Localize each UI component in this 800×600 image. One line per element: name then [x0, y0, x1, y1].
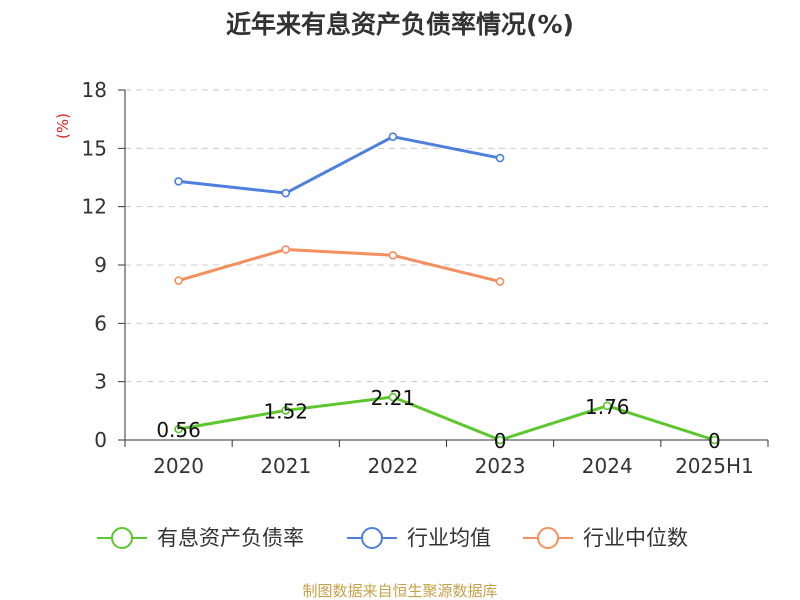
legend-label: 行业中位数	[583, 526, 688, 550]
legend-marker	[361, 527, 383, 549]
data-label: 0.56	[156, 418, 201, 442]
x-tick-label: 2025H1	[675, 454, 754, 478]
data-point	[495, 153, 505, 163]
source-note: 制图数据来自恒生聚源数据库	[302, 582, 497, 600]
y-tick-label: 6	[94, 311, 107, 335]
data-point	[602, 401, 612, 411]
data-point	[495, 435, 505, 445]
legend-item-2: 行业中位数	[523, 526, 688, 550]
x-tick-label: 2024	[582, 454, 633, 478]
data-label: 2.21	[371, 386, 416, 410]
data-label: 1.76	[585, 395, 630, 419]
data-point	[174, 276, 183, 285]
y-tick-label: 15	[82, 136, 107, 160]
series-line	[178, 395, 715, 442]
axes: 0 3 6 9 12 15 18 2020 2021 2022 2023 2024 2025H1	[82, 78, 769, 478]
chart-title: 近年来有息资产负债率情况(%)	[226, 10, 574, 39]
data-point	[174, 424, 183, 434]
y-tick-label: 0	[94, 428, 107, 452]
x-tick-label: 2021	[260, 454, 311, 478]
legend-marker	[111, 527, 133, 549]
x-tick-label: 2020	[153, 454, 204, 478]
data-point	[388, 392, 398, 402]
y-tick-label: 18	[82, 78, 107, 102]
series-line	[178, 135, 501, 195]
legend-item-0: 有息资产负债率	[97, 526, 304, 550]
data-labels: 0.56 1.52 2.21 0 1.76 0	[156, 386, 720, 453]
gridlines	[125, 89, 768, 383]
series-line	[178, 247, 501, 283]
series-2	[174, 245, 505, 286]
data-label: 0	[494, 429, 507, 453]
legend: 有息资产负债率 行业均值 行业中位数	[97, 526, 688, 550]
legend-item-1: 行业均值	[347, 526, 491, 550]
y-tick-label: 12	[82, 195, 107, 219]
data-point	[281, 188, 291, 198]
data-point	[388, 132, 398, 141]
y-tick-label: 9	[94, 253, 107, 277]
legend-label: 行业均值	[407, 526, 491, 550]
series-1	[174, 132, 505, 198]
x-tick-label: 2022	[367, 454, 418, 478]
series-group	[174, 132, 719, 445]
legend-label: 有息资产负债率	[157, 526, 304, 550]
x-tick-label: 2023	[475, 454, 526, 478]
y-tick-label: 3	[94, 370, 107, 394]
y-axis-label: (%)	[54, 113, 72, 139]
legend-marker	[537, 527, 559, 549]
data-point	[174, 177, 183, 186]
series-0	[174, 392, 719, 445]
data-label: 1.52	[263, 399, 308, 423]
data-point	[388, 250, 398, 260]
data-label: 0	[708, 429, 721, 453]
data-point	[495, 277, 505, 286]
data-point	[281, 245, 291, 254]
data-point	[281, 406, 291, 415]
data-point	[710, 435, 719, 445]
